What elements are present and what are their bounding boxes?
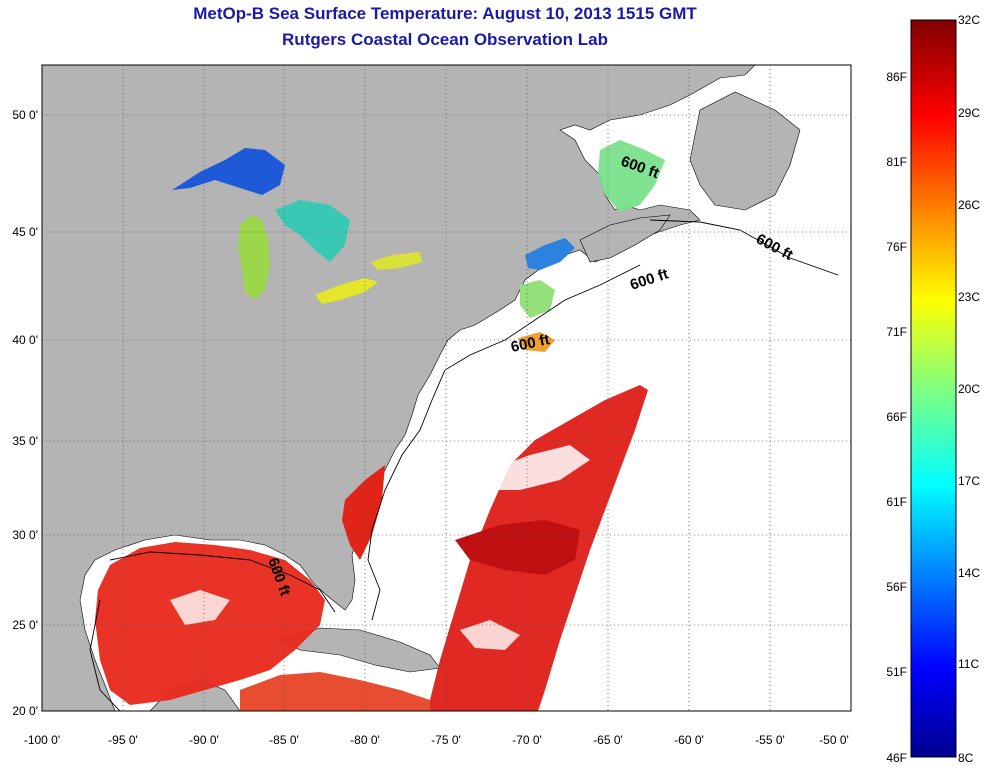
y-tick-label: 30 0' xyxy=(12,528,38,542)
lake-ontario-sst xyxy=(370,252,422,270)
y-tick-label: 25 0' xyxy=(12,618,38,632)
y-axis-ticks: 50 0' 45 0' 40 0' 35 0' 30 0' 25 0' 20 0… xyxy=(12,108,38,718)
map-border xyxy=(41,64,852,712)
colorbar-c-label: 17C xyxy=(958,474,980,488)
map-grid xyxy=(42,65,851,711)
colorbar-f-label: 56F xyxy=(886,580,907,594)
x-tick-label: -75 0' xyxy=(431,733,461,747)
gulf-st-lawrence-sst xyxy=(598,140,665,212)
lake-huron-sst xyxy=(275,200,350,262)
land-nova-scotia xyxy=(579,214,671,263)
colorbar-celsius-labels: 32C 29C 26C 23C 20C 17C 14C 11C 8C xyxy=(958,13,980,765)
y-tick-label: 35 0' xyxy=(12,434,38,448)
colorbar-f-label: 51F xyxy=(886,665,907,679)
colorbar-f-label: 81F xyxy=(886,155,907,169)
x-tick-label: -80 0' xyxy=(350,733,380,747)
colorbar-c-label: 29C xyxy=(958,106,980,120)
colorbar-c-label: 26C xyxy=(958,198,980,212)
x-tick-label: -90 0' xyxy=(189,733,219,747)
map-subtitle: Rutgers Coastal Ocean Observation Lab xyxy=(282,30,608,49)
x-tick-label: -55 0' xyxy=(755,733,785,747)
cloud-gap xyxy=(170,590,230,625)
colorbar-fahrenheit-labels: 86F 81F 76F 71F 66F 61F 56F 51F 46F xyxy=(886,70,907,765)
x-tick-label: -100 0' xyxy=(24,733,60,747)
colorbar-c-label: 20C xyxy=(958,382,980,396)
georges-bank-sst xyxy=(520,280,555,318)
x-tick-label: -60 0' xyxy=(674,733,704,747)
lake-erie-sst xyxy=(315,278,378,304)
lake-superior-sst xyxy=(172,148,285,195)
x-axis-ticks: -100 0' -95 0' -90 0' -85 0' -80 0' -75 … xyxy=(24,733,849,747)
gulf-of-mexico-sst xyxy=(95,542,325,705)
x-tick-label: -95 0' xyxy=(108,733,138,747)
y-tick-label: 40 0' xyxy=(12,333,38,347)
colorbar-f-label: 86F xyxy=(886,70,907,84)
y-tick-label: 20 0' xyxy=(12,704,38,718)
colorbar-c-label: 32C xyxy=(958,13,980,27)
colorbar-f-label: 61F xyxy=(886,495,907,509)
colorbar-c-label: 8C xyxy=(958,751,974,765)
colorbar-f-label: 66F xyxy=(886,410,907,424)
colorbar-c-label: 23C xyxy=(958,290,980,304)
x-tick-label: -65 0' xyxy=(593,733,623,747)
cloud-gap xyxy=(490,445,590,490)
colorbar-f-label: 46F xyxy=(886,751,907,765)
colorbar-c-label: 14C xyxy=(958,566,980,580)
y-tick-label: 45 0' xyxy=(12,225,38,239)
x-tick-label: -85 0' xyxy=(269,733,299,747)
map-title: MetOp-B Sea Surface Temperature: August … xyxy=(193,4,697,23)
cloud-gap xyxy=(460,620,520,650)
gulf-of-maine-sst xyxy=(525,238,575,270)
colorbar-f-label: 71F xyxy=(886,325,907,339)
colorbar-c-label: 11C xyxy=(958,657,979,671)
atlantic-swath-warm-core xyxy=(455,520,580,575)
isobath-600ft xyxy=(89,219,839,711)
lake-michigan-sst xyxy=(238,215,270,300)
florida-atlantic-sst xyxy=(342,465,385,560)
caribbean-sst xyxy=(240,672,430,711)
x-tick-label: -50 0' xyxy=(819,733,849,747)
x-tick-label: -70 0' xyxy=(512,733,542,747)
y-tick-label: 50 0' xyxy=(12,108,38,122)
colorbar-f-label: 76F xyxy=(886,240,907,254)
land-newfoundland xyxy=(689,91,801,211)
colorbar xyxy=(910,19,957,758)
